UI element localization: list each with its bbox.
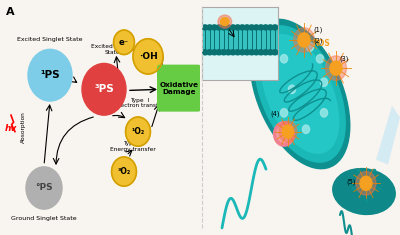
Text: Ground Singlet State: Ground Singlet State [11, 216, 77, 221]
Text: ·OH: ·OH [139, 52, 157, 61]
Text: (3): (3) [339, 56, 348, 63]
Text: Absorption: Absorption [20, 111, 26, 143]
Text: ROS: ROS [312, 39, 330, 48]
Circle shape [112, 157, 136, 186]
Text: Oxidative
Damage: Oxidative Damage [160, 82, 198, 95]
Circle shape [294, 28, 314, 52]
Text: e⁻: e⁻ [119, 38, 129, 47]
Circle shape [306, 43, 314, 51]
Circle shape [330, 61, 342, 75]
FancyBboxPatch shape [157, 65, 201, 112]
Circle shape [320, 109, 328, 117]
Circle shape [26, 167, 62, 209]
Ellipse shape [261, 34, 339, 154]
Circle shape [28, 49, 72, 101]
Circle shape [316, 55, 324, 63]
Polygon shape [376, 106, 400, 164]
Ellipse shape [250, 19, 350, 169]
Circle shape [274, 122, 294, 146]
Circle shape [282, 125, 294, 138]
Text: ³O₂: ³O₂ [117, 167, 131, 176]
Text: hv: hv [5, 124, 17, 133]
Circle shape [320, 78, 328, 86]
Text: Type  I
Electron transfer: Type I Electron transfer [115, 98, 164, 108]
Text: (2): (2) [313, 38, 322, 44]
Text: (4): (4) [270, 111, 280, 117]
Circle shape [114, 30, 134, 55]
Circle shape [360, 176, 372, 190]
Circle shape [280, 55, 288, 63]
Circle shape [356, 172, 376, 195]
Ellipse shape [332, 168, 396, 215]
Text: ¹PS: ¹PS [40, 70, 60, 80]
Text: (5): (5) [346, 179, 356, 185]
Circle shape [288, 85, 296, 94]
Circle shape [279, 121, 297, 142]
Circle shape [126, 117, 150, 146]
Text: B: B [206, 7, 214, 17]
Text: ¹O₂: ¹O₂ [131, 127, 145, 136]
Text: A: A [6, 7, 15, 17]
Circle shape [277, 126, 291, 142]
Circle shape [302, 125, 310, 133]
Circle shape [82, 63, 126, 115]
Circle shape [298, 33, 310, 47]
Text: Excited Triplet
State: Excited Triplet State [91, 44, 133, 55]
Text: °PS: °PS [35, 184, 53, 192]
Circle shape [133, 39, 163, 74]
Text: (1): (1) [313, 26, 322, 33]
Text: Excited Singlet State: Excited Singlet State [17, 37, 83, 42]
Circle shape [280, 109, 288, 117]
Text: ³PS: ³PS [94, 84, 114, 94]
Text: Type II
Energy transfer: Type II Energy transfer [110, 141, 156, 152]
Circle shape [326, 56, 346, 80]
Ellipse shape [254, 25, 346, 163]
